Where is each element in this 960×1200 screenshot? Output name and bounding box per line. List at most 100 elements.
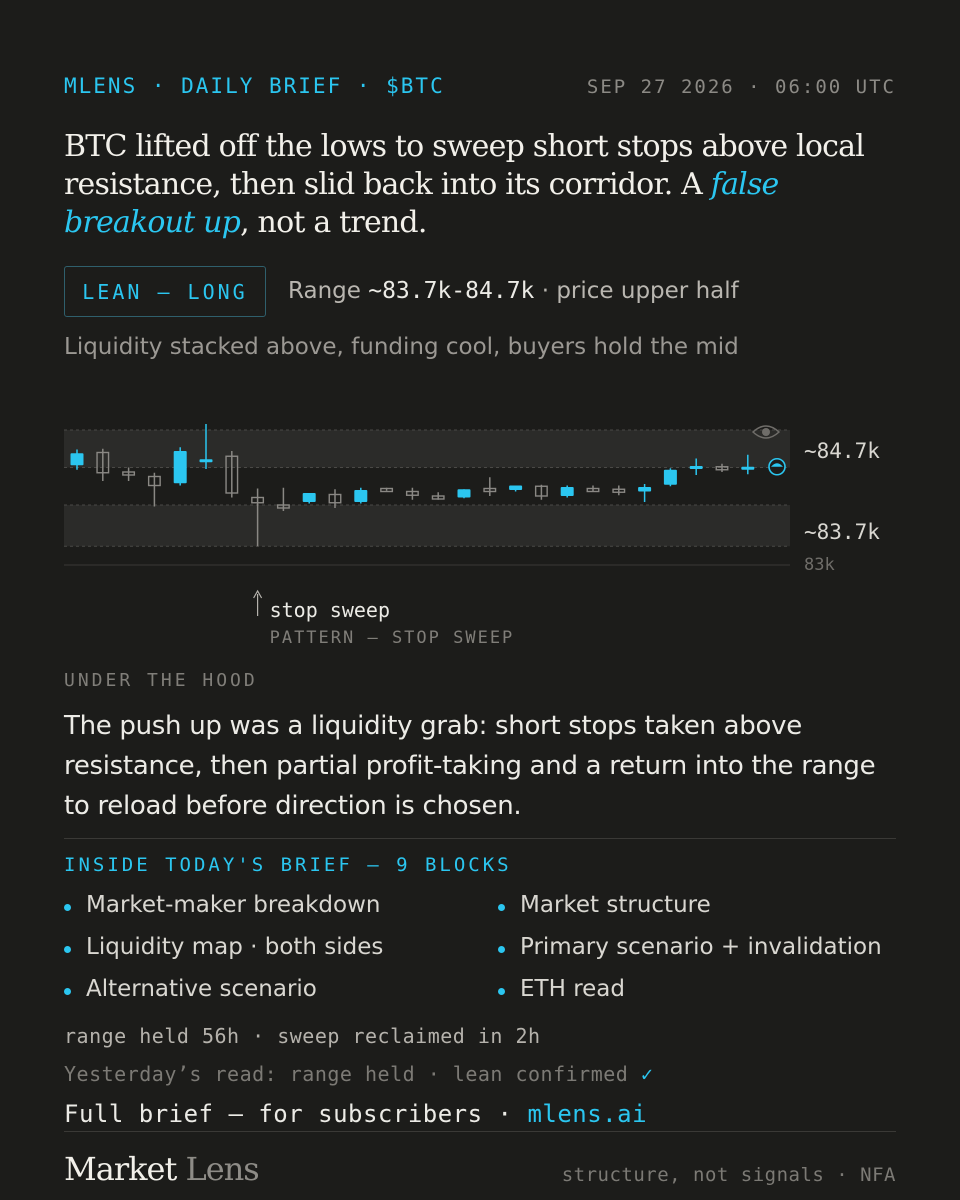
candle [302, 493, 316, 504]
candle [689, 458, 703, 475]
level-label: ~83.7k [804, 520, 880, 544]
candle-body [173, 451, 187, 484]
logo-word-market: Market [64, 1150, 177, 1188]
level-labels: ~84.7k ~83.7k 83k [804, 439, 880, 575]
candle-body [534, 485, 548, 497]
bullet-dot-icon [498, 904, 505, 911]
candle [431, 492, 445, 500]
mlens-link[interactable]: mlens.ai [527, 1100, 648, 1128]
candle-body [122, 471, 136, 476]
headline-emphasis: false breakout up [64, 167, 779, 240]
bullet-dot-icon [498, 988, 505, 995]
candle-body [715, 466, 729, 471]
list-item-label: ETH read [520, 976, 625, 1002]
list-item: Market-maker breakdown [64, 892, 380, 918]
candle [405, 487, 419, 500]
list-item-label: Primary scenario + invalidation [520, 934, 882, 960]
candle-body [70, 453, 84, 466]
candle-body [147, 475, 161, 487]
candle [122, 467, 136, 481]
candle-body [612, 488, 626, 493]
candle-body [431, 495, 445, 500]
candle-body [560, 487, 574, 496]
brand-label: MLENS · DAILY BRIEF · $BTC [64, 74, 445, 98]
candle [147, 472, 161, 507]
inside-label: INSIDE TODAY'S BRIEF — 9 BLOCKS [64, 854, 512, 876]
hood-label: UNDER THE HOOD [64, 670, 258, 691]
check-icon: ✓ [640, 1062, 654, 1086]
arrow-up-icon [253, 589, 263, 599]
candle-body [199, 459, 213, 463]
candle [638, 484, 652, 502]
headline-part1: BTC lifted off the lows to sweep short s… [64, 129, 865, 202]
candle [715, 463, 729, 472]
level-label: ~84.7k [804, 439, 880, 463]
yesterday-read-line: Yesterday’s read: range held · lean conf… [64, 1062, 653, 1086]
list-item-label: Market-maker breakdown [86, 892, 381, 918]
headline-part2: , not a trend. [240, 205, 427, 240]
list-item: ETH read [498, 976, 625, 1002]
candle [251, 488, 265, 547]
subscribe-cta: Full brief — for subscribers · mlens.ai [64, 1100, 647, 1128]
logo-word-lens: Lens [176, 1150, 260, 1188]
range-suffix: · price upper half [534, 278, 739, 304]
range-prefix: Range [288, 278, 369, 304]
price-marker-fill [771, 463, 783, 467]
footer-tagline: structure, not signals · NFA [561, 1164, 896, 1186]
list-item: Primary scenario + invalidation [498, 934, 882, 960]
candle [586, 485, 600, 493]
range-zones [64, 429, 790, 566]
candle [612, 485, 626, 496]
range-zone-1 [64, 505, 790, 547]
footer-divider [64, 1131, 896, 1132]
bullet-dot-icon [64, 904, 71, 911]
candle-body [354, 490, 368, 502]
candle-body [741, 466, 755, 470]
bullet-dot-icon [64, 988, 71, 995]
candle [225, 451, 239, 498]
candle-body [689, 466, 703, 469]
candle [534, 484, 548, 500]
candle-body [483, 487, 497, 493]
stats-line: range held 56h · sweep reclaimed in 2h [64, 1024, 541, 1048]
candle-body [96, 451, 110, 474]
lean-badge: LEAN — LONG [64, 266, 266, 317]
candle-body [251, 496, 265, 504]
candle-body [328, 493, 342, 504]
candle-body [586, 487, 600, 493]
candle [483, 477, 497, 496]
list-item-label: Liquidity map · both sides [86, 934, 384, 960]
price-marker-icon [768, 457, 786, 476]
candle [276, 487, 290, 511]
candle [457, 489, 471, 499]
candle [741, 454, 755, 475]
candle [173, 447, 187, 486]
candle-body [663, 469, 677, 485]
date-time-label: SEP 27 2026 · 06:00 UTC [586, 76, 896, 98]
annotation-label: stop sweep [270, 598, 390, 622]
level-label: 83k [804, 555, 835, 575]
candle-body [457, 489, 471, 498]
price-chart: ~84.7k ~83.7k 83k stop sweep PATTERN — STOP… [64, 424, 880, 648]
candle [70, 449, 84, 470]
list-item: Alternative scenario [64, 976, 317, 1002]
hood-text: The push up was a liquidity grab: short … [64, 711, 876, 821]
market-lens-logo: Market Lens [64, 1150, 260, 1188]
eye-pupil [762, 428, 770, 436]
candle-body [302, 493, 316, 502]
bullet-dot-icon [64, 946, 71, 953]
yesterday-read-text: Yesterday’s read: range held · lean conf… [64, 1062, 629, 1086]
candle-body [225, 455, 239, 494]
candle [354, 487, 368, 504]
divider [64, 838, 896, 839]
candle-body [638, 487, 652, 492]
eye-outline [751, 425, 781, 439]
candle [96, 448, 110, 481]
candle-body [276, 504, 290, 509]
range-line: Range ~83.7k-84.7k · price upper half [288, 278, 739, 304]
stop-sweep-annotation: stop sweep PATTERN — STOP SWEEP [253, 589, 515, 648]
pattern-label: PATTERN — STOP SWEEP [270, 628, 515, 648]
lean-subline: Liquidity stacked above, funding cool, b… [64, 334, 739, 360]
candle [509, 485, 523, 492]
candle [560, 485, 574, 498]
